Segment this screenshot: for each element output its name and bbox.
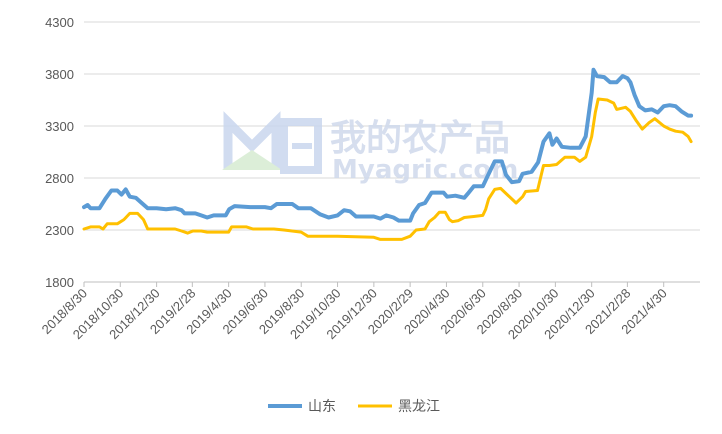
y-tick-label: 1800	[45, 275, 74, 290]
y-axis-ticks: 1800 2300 2800 3300 3800 4300	[45, 15, 74, 290]
y-tick-label: 4300	[45, 15, 74, 30]
series-line-shandong	[82, 67, 694, 223]
x-axis-ticks: 2018/8/302018/10/302018/12/302019/2/2820…	[39, 282, 670, 342]
watermark: 我的农产品 Myagric.com	[222, 111, 518, 185]
legend-label: 黑龙江	[398, 398, 440, 414]
legend: 山东 黑龙江	[268, 398, 440, 414]
y-tick-label: 3800	[45, 67, 74, 82]
series-lines	[82, 67, 694, 241]
wm-title: 我的农产品	[330, 118, 510, 159]
y-tick-label: 3300	[45, 119, 74, 134]
wm-logo-icon	[222, 111, 322, 174]
series-line-heilongjiang	[82, 97, 693, 241]
legend-label: 山东	[308, 398, 336, 414]
y-tick-label: 2800	[45, 171, 74, 186]
y-tick-label: 2300	[45, 223, 74, 238]
